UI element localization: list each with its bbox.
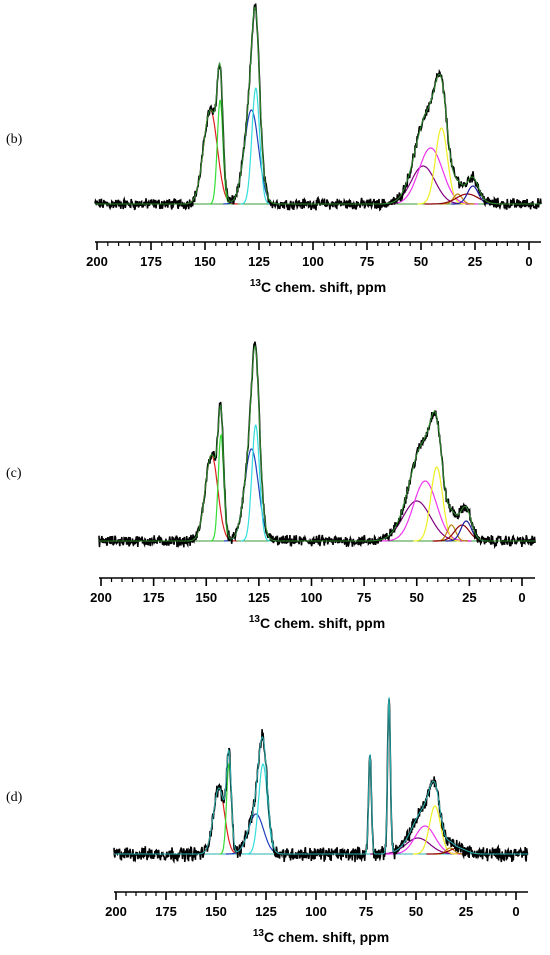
panel-3: (d) 200 175 150 125 100 75 50 25 0 13C chem. shift…	[6, 697, 529, 945]
fit-envelope	[99, 344, 535, 542]
tick-label-150: 150	[205, 904, 227, 919]
tick-label-50: 50	[409, 904, 423, 919]
x-axis: 200 175 150 125 100 75 50 25 0 13C chem. shift, p…	[105, 891, 528, 945]
x-axis-title-text: C chem. shift, ppm	[264, 929, 389, 945]
tick-label-200: 200	[90, 590, 112, 605]
component-1	[183, 109, 238, 205]
x-axis-title-sup: 13	[250, 278, 262, 289]
tick-label-125: 125	[248, 590, 270, 605]
component-3	[224, 448, 280, 542]
tick-label-150: 150	[195, 590, 217, 605]
tick-label-0: 0	[518, 590, 525, 605]
tick-label-25: 25	[459, 904, 473, 919]
component-4	[240, 87, 271, 205]
x-axis-title-sup: 13	[253, 928, 265, 939]
tick-label-175: 175	[155, 904, 177, 919]
x-axis-title: 13C chem. shift, ppm	[250, 278, 386, 295]
tick-label-200: 200	[86, 254, 108, 269]
component-1	[186, 454, 237, 542]
component-3	[223, 109, 280, 205]
component-10	[451, 185, 495, 205]
component-6	[379, 480, 472, 542]
tick-label-50: 50	[414, 254, 428, 269]
x-axis-title-text: C chem. shift, ppm	[260, 615, 385, 631]
tick-label-150: 150	[194, 254, 216, 269]
panel-label: (c)	[6, 466, 22, 481]
component-6	[383, 147, 479, 205]
experimental-spectrum	[98, 341, 536, 549]
component-7	[413, 466, 460, 542]
experimental-spectrum	[113, 699, 529, 864]
component-9	[413, 805, 458, 855]
component-7	[417, 127, 466, 205]
tick-label-50: 50	[410, 590, 424, 605]
component-2	[210, 433, 232, 542]
tick-label-0: 0	[525, 254, 532, 269]
tick-label-100: 100	[301, 590, 323, 605]
x-axis-title-text: C chem. shift, ppm	[261, 279, 386, 295]
panel-label: (d)	[6, 790, 23, 805]
x-axis-title: 13C chem. shift, ppm	[253, 928, 389, 945]
tick-label-175: 175	[143, 590, 165, 605]
component-8	[434, 524, 469, 542]
component-8	[440, 193, 475, 205]
tick-label-100: 100	[305, 904, 327, 919]
tick-label-175: 175	[140, 254, 162, 269]
tick-label-75: 75	[357, 590, 371, 605]
panel-label: (b)	[6, 132, 23, 147]
x-axis-title: 13C chem. shift, ppm	[249, 614, 385, 631]
x-axis-title-sup: 13	[249, 614, 261, 625]
tick-label-100: 100	[302, 254, 324, 269]
tick-label-25: 25	[468, 254, 482, 269]
component-4	[240, 424, 271, 542]
panel-1: (b) 200 175 150 125 100 75 50 25 0 13C chem. shift…	[6, 3, 542, 295]
component-5	[362, 500, 472, 542]
tick-label-25: 25	[462, 590, 476, 605]
tick-label-75: 75	[359, 904, 373, 919]
x-axis: 200 175 150 125 100 75 50 25 0 13C chem. shift, p…	[86, 241, 541, 295]
x-axis: 200 175 150 125 100 75 50 25 0 13C chem. shift, p…	[90, 577, 535, 631]
experimental-spectrum	[94, 3, 542, 212]
tick-label-75: 75	[360, 254, 374, 269]
tick-label-0: 0	[512, 904, 519, 919]
fit-envelope	[95, 5, 541, 205]
tick-label-200: 200	[105, 904, 127, 919]
component-4	[245, 763, 281, 855]
tick-label-125: 125	[255, 904, 277, 919]
fit-envelope	[114, 697, 528, 855]
tick-label-125: 125	[248, 254, 270, 269]
panel-2: (c) 200 175 150 125 100 75 50 25 0 13C chem. shift…	[6, 341, 536, 631]
